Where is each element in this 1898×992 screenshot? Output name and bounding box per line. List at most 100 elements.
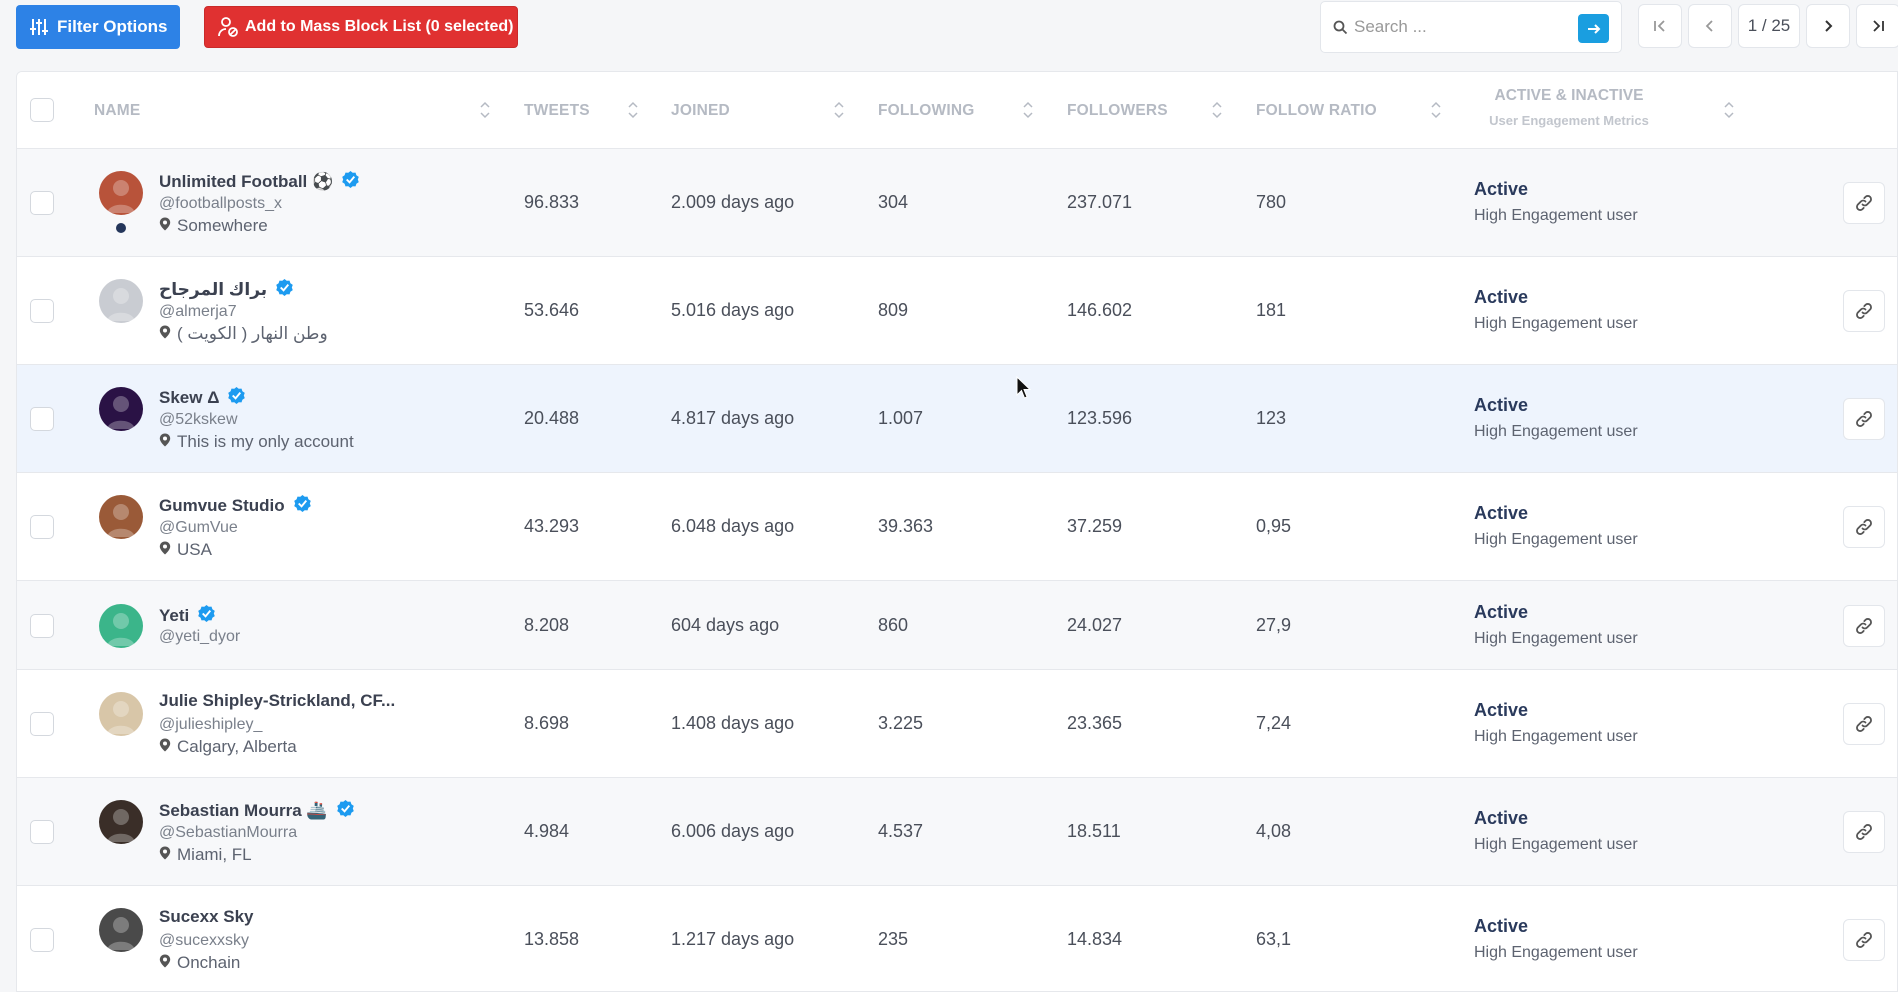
follow-ratio: 0,95 bbox=[1256, 516, 1292, 536]
profile-link-button[interactable] bbox=[1843, 182, 1885, 224]
user-handle: @julieshipley_ bbox=[159, 716, 263, 733]
user-location: This is my only account bbox=[159, 432, 354, 452]
link-icon bbox=[1854, 517, 1874, 537]
first-page-button[interactable] bbox=[1638, 4, 1682, 48]
table-row[interactable]: Unlimited Football ⚽ @footballposts_x Some… bbox=[17, 149, 1897, 257]
tweets-count: 20.488 bbox=[524, 408, 580, 428]
user-name-text: Unlimited Football ⚽ bbox=[159, 172, 334, 191]
user-block-icon bbox=[218, 17, 238, 37]
avatar[interactable] bbox=[99, 387, 143, 431]
column-header-tweets[interactable]: TWEETS bbox=[524, 101, 590, 119]
profile-link-button[interactable] bbox=[1843, 703, 1885, 745]
profile-link-button[interactable] bbox=[1843, 811, 1885, 853]
follow-ratio: 4,08 bbox=[1256, 821, 1292, 841]
profile-link-button[interactable] bbox=[1843, 919, 1885, 961]
column-header-active[interactable]: ACTIVE & INACTIVE User Engagement Metric… bbox=[1474, 87, 1664, 128]
row-checkbox[interactable] bbox=[30, 515, 54, 539]
profile-link-button[interactable] bbox=[1843, 290, 1885, 332]
following-count: 3.225 bbox=[878, 713, 924, 733]
mass-block-label: Add to Mass Block List (0 selected) bbox=[245, 18, 514, 35]
profile-link-button[interactable] bbox=[1843, 604, 1885, 647]
follow-ratio: 123 bbox=[1256, 408, 1287, 428]
filter-options-button[interactable]: Filter Options bbox=[16, 5, 180, 49]
table-row[interactable]: Gumvue Studio @GumVue USA 43.293 6.048 days … bbox=[17, 473, 1897, 581]
row-checkbox[interactable] bbox=[30, 613, 54, 638]
table-row[interactable]: Yeti @yeti_dyor 8.208 604 days ago 860 24.027… bbox=[17, 581, 1897, 670]
user-location-text: وطن النهار ( الكويت ) bbox=[177, 324, 328, 343]
verified-badge-icon bbox=[275, 278, 294, 302]
avatar[interactable] bbox=[99, 800, 143, 844]
user-name[interactable]: Skew Δ bbox=[159, 386, 246, 410]
row-checkbox[interactable] bbox=[30, 407, 54, 431]
tweets-count: 8.698 bbox=[524, 713, 570, 733]
follow-ratio: 181 bbox=[1256, 300, 1287, 320]
prev-page-button[interactable] bbox=[1688, 4, 1732, 48]
verified-badge-icon bbox=[227, 386, 246, 410]
avatar[interactable] bbox=[99, 603, 143, 648]
sort-following-icon[interactable] bbox=[1022, 100, 1034, 125]
sort-name-icon[interactable] bbox=[479, 100, 491, 125]
user-name[interactable]: Sebastian Mourra 🚢 bbox=[159, 799, 355, 823]
user-name[interactable]: Sucexx Sky bbox=[159, 907, 254, 927]
next-page-button[interactable] bbox=[1806, 4, 1850, 48]
select-all-checkbox[interactable] bbox=[30, 98, 54, 122]
tweets-count: 43.293 bbox=[524, 516, 580, 536]
avatar[interactable] bbox=[99, 171, 143, 215]
follow-ratio: 780 bbox=[1256, 192, 1287, 212]
verified-badge-icon bbox=[293, 494, 312, 518]
user-location-text: Miami, FL bbox=[177, 845, 252, 864]
engagement-label: High Engagement user bbox=[1474, 728, 1638, 745]
sort-followers-icon[interactable] bbox=[1211, 100, 1223, 125]
row-checkbox[interactable] bbox=[30, 712, 54, 736]
followers-count: 37.259 bbox=[1067, 516, 1123, 536]
column-header-name[interactable]: NAME bbox=[94, 101, 141, 119]
row-checkbox[interactable] bbox=[30, 820, 54, 844]
avatar[interactable] bbox=[99, 692, 143, 736]
table-row[interactable]: Sebastian Mourra 🚢 @SebastianMourra Miami,… bbox=[17, 778, 1897, 886]
avatar[interactable] bbox=[99, 495, 143, 539]
mass-block-button[interactable]: Add to Mass Block List (0 selected) bbox=[204, 6, 518, 48]
user-location-text: USA bbox=[177, 540, 212, 559]
column-header-joined[interactable]: JOINED bbox=[671, 101, 730, 119]
user-name[interactable]: Unlimited Football ⚽ bbox=[159, 170, 360, 194]
sort-ratio-icon[interactable] bbox=[1430, 100, 1442, 125]
table-row[interactable]: Skew Δ @52kskew This is my only account 20.… bbox=[17, 365, 1897, 473]
link-icon bbox=[1854, 616, 1874, 636]
user-name[interactable]: Yeti bbox=[159, 604, 216, 628]
profile-link-button[interactable] bbox=[1843, 506, 1885, 548]
sort-joined-icon[interactable] bbox=[833, 100, 845, 125]
joined-date: 6.048 days ago bbox=[671, 516, 795, 536]
search-submit-button[interactable] bbox=[1578, 14, 1609, 43]
row-checkbox[interactable] bbox=[30, 299, 54, 323]
table-row[interactable]: براك المرجاح @almerja7 وطن النهار ( الكويت… bbox=[17, 257, 1897, 365]
table-row[interactable]: Sucexx Sky @sucexxsky Onchain 13.858 1.217 d… bbox=[17, 886, 1897, 991]
user-name[interactable]: Gumvue Studio bbox=[159, 494, 312, 518]
column-header-follow-ratio[interactable]: FOLLOW RATIO bbox=[1256, 101, 1377, 119]
status-label: Active bbox=[1474, 916, 1529, 936]
user-name[interactable]: براك المرجاح bbox=[159, 278, 294, 302]
column-header-followers[interactable]: FOLLOWERS bbox=[1067, 101, 1168, 119]
joined-date: 6.006 days ago bbox=[671, 821, 795, 841]
joined-date: 1.408 days ago bbox=[671, 713, 795, 733]
user-location-text: This is my only account bbox=[177, 432, 354, 451]
search-icon bbox=[1333, 20, 1348, 34]
mouse-cursor-icon bbox=[1016, 376, 1032, 399]
user-handle: @52kskew bbox=[159, 411, 238, 428]
user-name[interactable]: Julie Shipley-Strickland, CF... bbox=[159, 691, 395, 711]
followers-count: 24.027 bbox=[1067, 614, 1123, 635]
sort-active-icon[interactable] bbox=[1723, 100, 1735, 125]
following-count: 809 bbox=[878, 300, 909, 320]
sliders-icon bbox=[30, 19, 48, 35]
last-page-button[interactable] bbox=[1856, 4, 1898, 48]
engagement-label: High Engagement user bbox=[1474, 315, 1638, 332]
sort-tweets-icon[interactable] bbox=[627, 100, 639, 125]
row-checkbox[interactable] bbox=[30, 928, 54, 952]
profile-link-button[interactable] bbox=[1843, 398, 1885, 440]
column-header-following[interactable]: FOLLOWING bbox=[878, 101, 975, 119]
avatar[interactable] bbox=[99, 279, 143, 323]
row-checkbox[interactable] bbox=[30, 191, 54, 215]
location-pin-icon bbox=[159, 540, 177, 560]
table-row[interactable]: Julie Shipley-Strickland, CF... @julieshi… bbox=[17, 670, 1897, 778]
avatar[interactable] bbox=[99, 908, 143, 952]
search-input[interactable] bbox=[1354, 17, 1574, 37]
